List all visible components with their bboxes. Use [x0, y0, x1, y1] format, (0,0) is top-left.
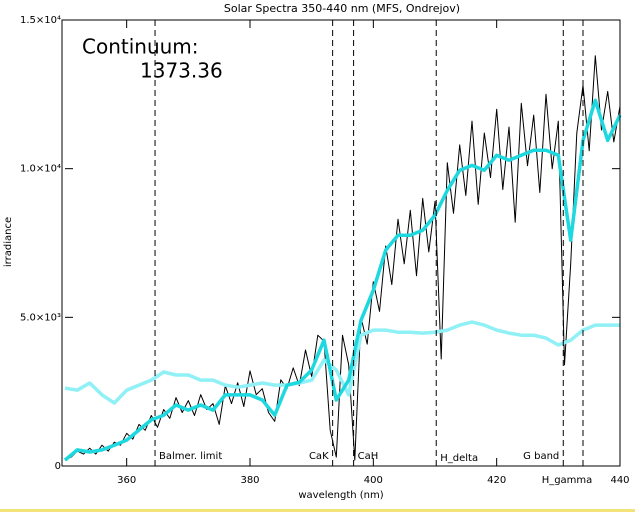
x-axis-label: wavelength (nm)	[298, 490, 383, 501]
marker-label: Balmer. limit	[159, 451, 222, 462]
y-tick-label: 0	[55, 461, 61, 472]
annotation: Continuum:	[82, 35, 199, 59]
x-tick-label: 380	[240, 475, 259, 486]
bottom-strip	[0, 509, 635, 512]
y-tick-label: 5.0×10³	[20, 312, 61, 323]
series-line	[64, 320, 620, 405]
marker-label: CaH	[358, 451, 379, 462]
marker-label: H_delta	[440, 453, 478, 464]
x-tick-label: 400	[364, 475, 383, 486]
marker-label: CaK	[309, 451, 329, 462]
x-tick-label: 440	[610, 475, 629, 486]
series-line	[63, 98, 622, 462]
plot-frame	[61, 19, 621, 467]
x-tick-label: 360	[117, 475, 136, 486]
series-line	[64, 55, 621, 461]
y-tick-label: 1.0×10⁴	[20, 164, 61, 175]
y-tick-label: 1.5×10⁴	[20, 15, 61, 26]
x-tick-label: 420	[487, 475, 506, 486]
chart-title: Solar Spectra 350-440 nm (MFS, Ondrejov)	[224, 2, 460, 15]
marker-label: H_gamma	[542, 475, 593, 486]
annotation: 1373.36	[140, 59, 223, 83]
marker-label: G band	[523, 451, 559, 462]
y-axis-label: irradiance	[3, 217, 14, 267]
